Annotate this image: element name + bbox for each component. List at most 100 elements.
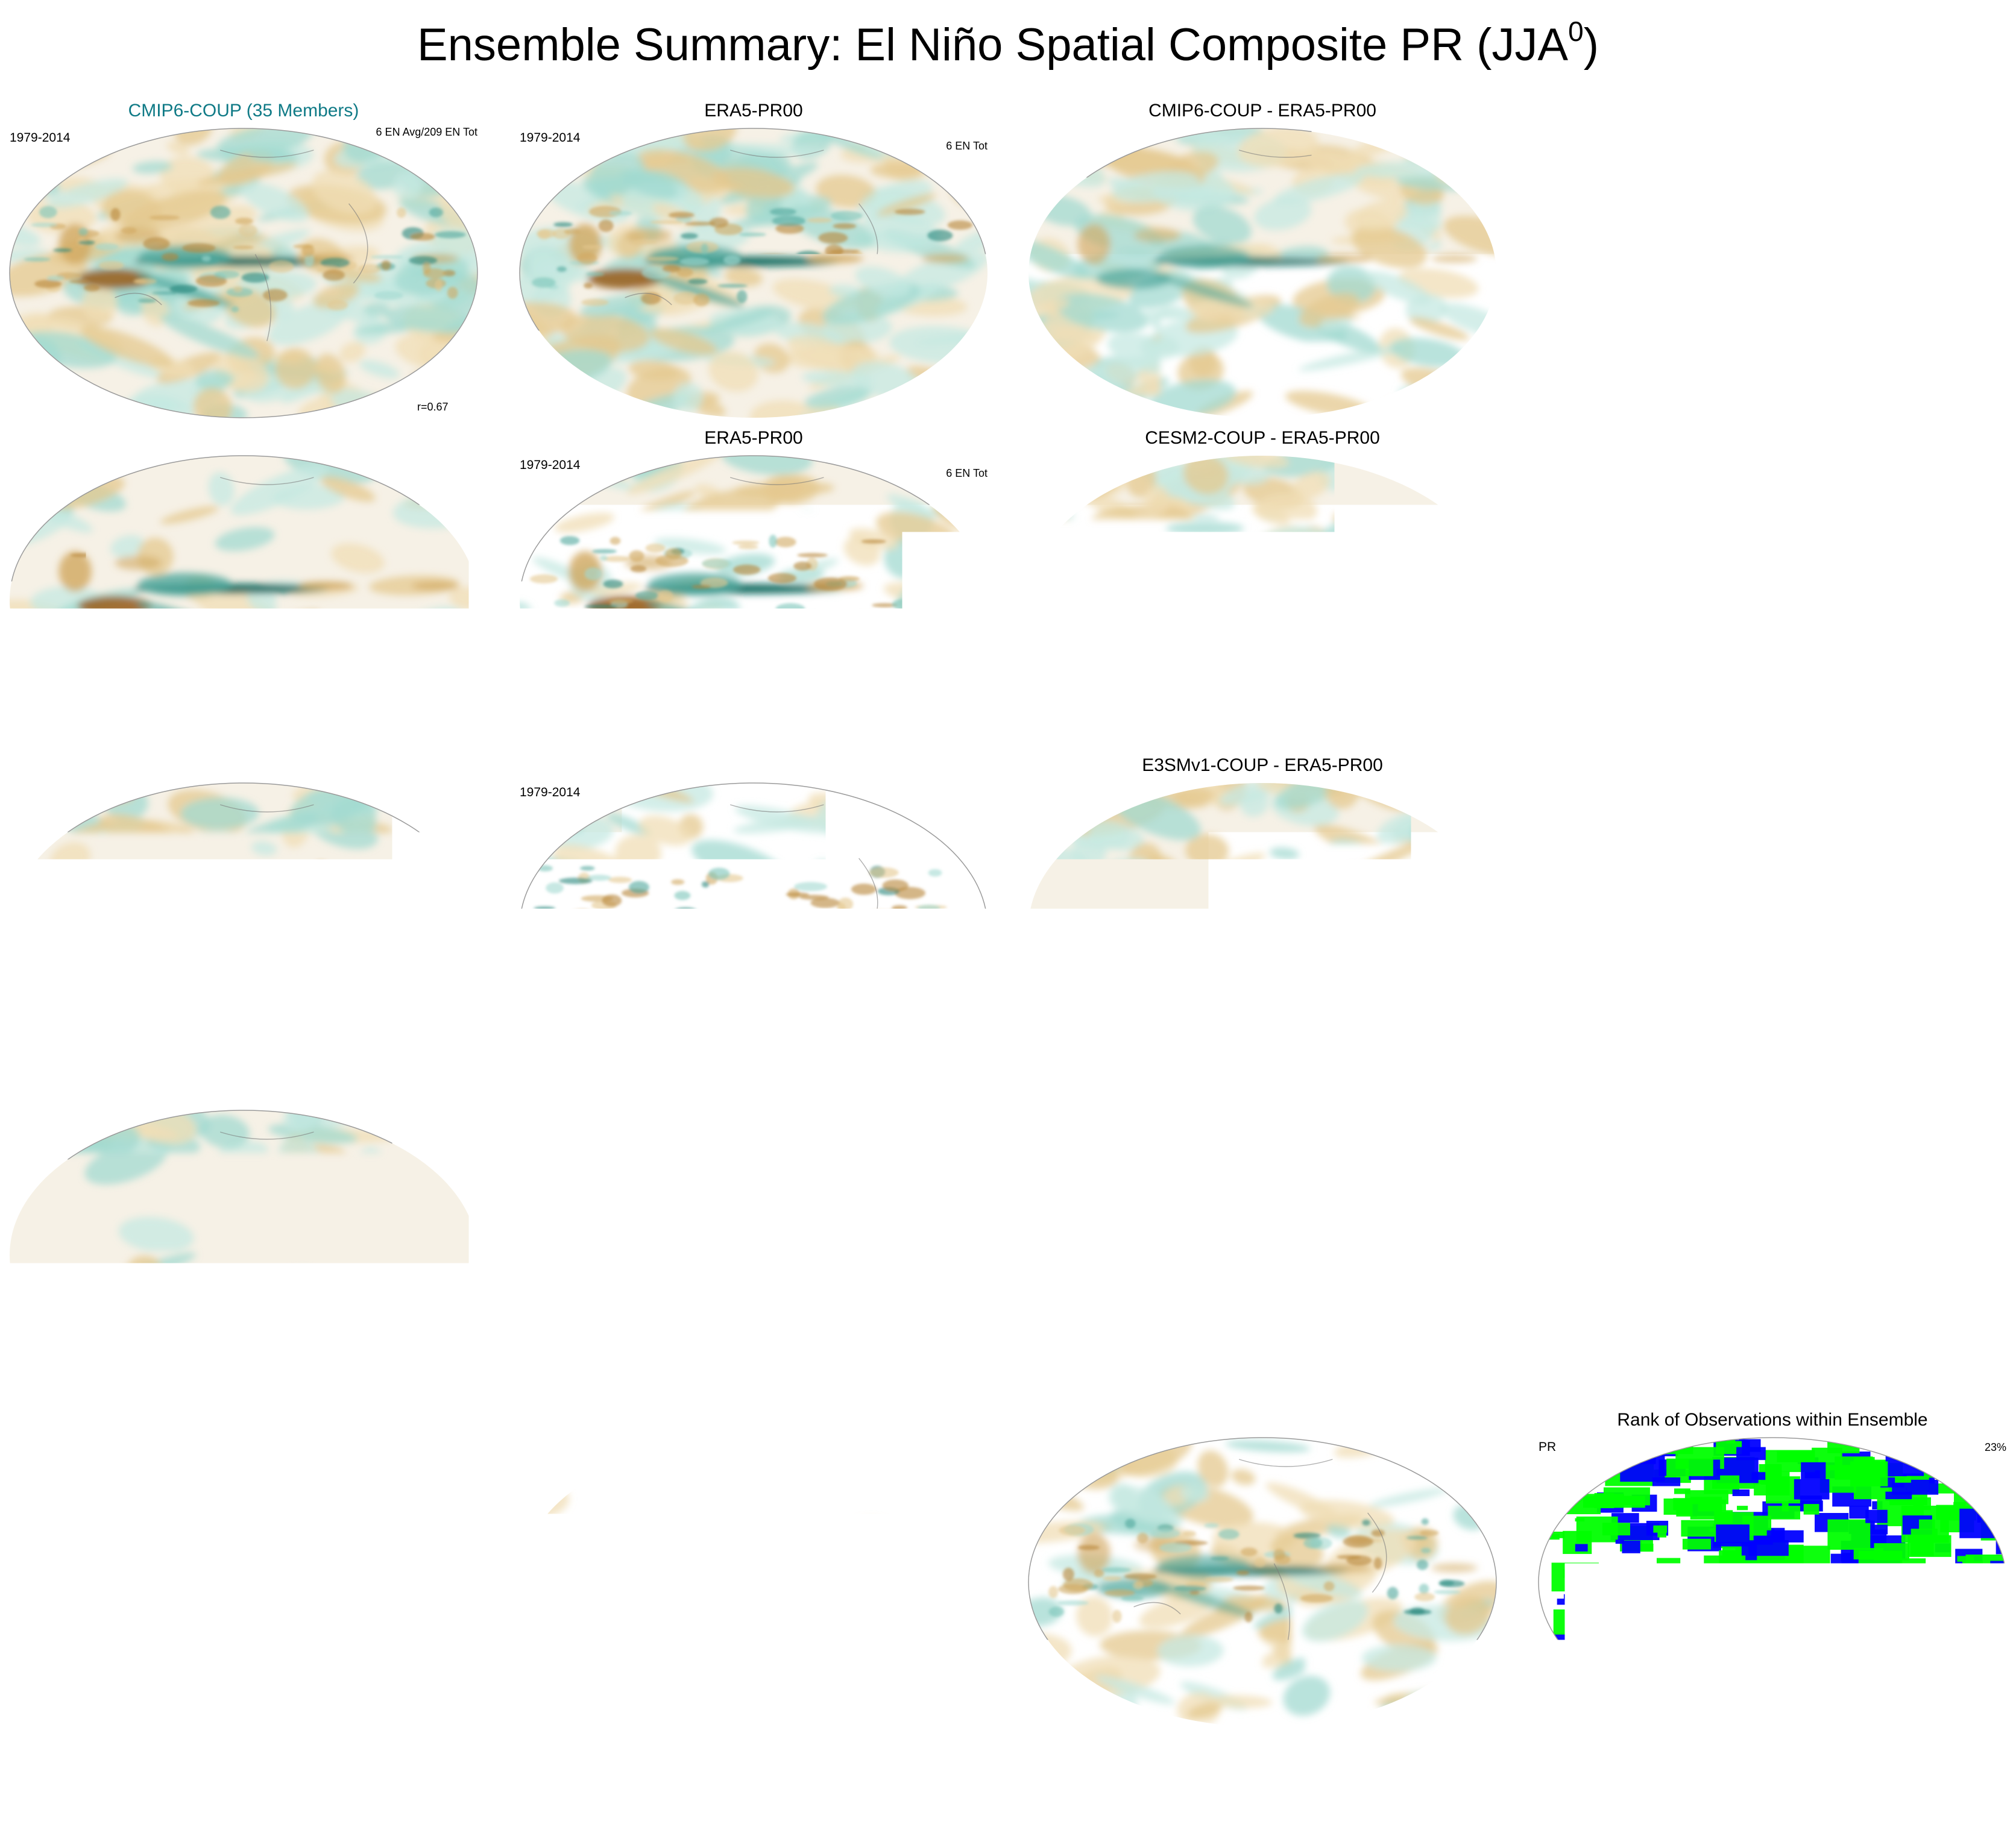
- colorbar-swatch: [662, 1734, 686, 1752]
- correlation-label: r=0.71: [417, 728, 449, 740]
- rank-title: Rank of Observations within Ensemble: [1617, 755, 1927, 775]
- rank-variable-label: PR: [1539, 458, 1556, 472]
- colorbar-tick-label: 95: [1933, 1760, 1951, 1778]
- colorbar-swatch: [270, 1734, 294, 1752]
- obs-title: ERA5-PR00: [704, 101, 802, 121]
- colorbar-unit-label: C: [1259, 1779, 1272, 1799]
- colorbar-tick-label: -.25: [719, 1760, 748, 1778]
- anomaly-colorbar: -4 -2 -.75 -.25 0 .25 .75 2 4 C: [34, 1734, 460, 1799]
- rank-colorbar: 0 5 10 20 80 90 95 100%: [1560, 1734, 1999, 1799]
- colorbar-swatch: [175, 1734, 200, 1752]
- rank-percent-label: 76%: [1985, 132, 2006, 144]
- colorbar-tick-label: 4: [1450, 1760, 1459, 1778]
- colorbar-swatch: [1560, 1734, 1602, 1752]
- difference-title: E3SMv2-COUP - ERA5-PR00: [1142, 1083, 1383, 1102]
- difference-map: [982, 105, 1541, 442]
- period-label: 1979-2014: [10, 131, 71, 145]
- period-label: 1979-2014: [520, 131, 581, 145]
- period-label: 1979-2014: [10, 1113, 71, 1127]
- observation-composite-panel: ERA5-PR00 1979-2014 6 EN Tot: [490, 1083, 1036, 1425]
- colorbar-swatch: [1100, 1734, 1124, 1752]
- difference-panel: E3SMv1-COUP - ERA5-PR00: [983, 755, 1519, 1088]
- colorbar-tick-label: -.75: [672, 1760, 700, 1778]
- correlation-label: r=0.63: [417, 1383, 449, 1395]
- difference-panel: CESM2-COUP - ERA5-PR00: [986, 428, 1544, 766]
- model-map: [0, 1077, 508, 1431]
- colorbar-tick-label: 0: [1598, 1760, 1607, 1778]
- colorbar-swatch: [1147, 1734, 1171, 1752]
- rank-map: [1539, 783, 2016, 1095]
- observation-composite-panel: ERA5-PR00 1979-2014 6 EN Tot: [477, 423, 1033, 769]
- colorbar-swatch: [1407, 1734, 1431, 1752]
- figure-title: Ensemble Summary: El Niño Spatial Compos…: [417, 16, 1599, 71]
- difference-title: E3SMv1-COUP - ERA5-PR00: [1142, 755, 1383, 775]
- colorbar-swatch: [1242, 1734, 1266, 1752]
- colorbar-tick-label: 20: [1721, 1760, 1739, 1778]
- colorbar-tick-label: .75: [330, 1760, 353, 1778]
- difference-panel: E3SMv2-AMIP - ERA5-PR00: [988, 1410, 1524, 1747]
- colorbar-tick-label: -.25: [1228, 1760, 1256, 1778]
- colorbar-swatch: [828, 1734, 852, 1752]
- colorbar-tick-label: 5: [1640, 1760, 1649, 1778]
- obs-count-label: 6 EN Tot: [946, 140, 988, 152]
- colorbar-tick-label: .75: [1349, 1760, 1372, 1778]
- panel-row-2: CESM2-COUP (11 Members) 1979-2014 6 EN Avg…: [0, 423, 2016, 769]
- rank-variable-label: PR: [1539, 1113, 1556, 1127]
- colorbar-swatch: [1289, 1734, 1313, 1752]
- difference-panel: E3SMv2-COUP - ERA5-PR00: [985, 1083, 1526, 1424]
- model-map: [0, 1414, 526, 1755]
- colorbar-swatch: [638, 1734, 663, 1752]
- rank-map: [1539, 128, 2016, 433]
- colorbar-swatch: [946, 1734, 970, 1752]
- correlation-label: r=0.63: [417, 1710, 449, 1722]
- colorbar-swatch: [247, 1734, 271, 1752]
- colorbar-unit-label: %: [1765, 1779, 1781, 1799]
- obs-title: ERA5-PR00: [704, 1410, 802, 1430]
- colorbar-swatch: [1053, 1734, 1077, 1752]
- colorbar-swatch: [341, 1734, 365, 1752]
- colorbar-tick-label: 2: [384, 1760, 393, 1778]
- obs-count-label: 6 EN Tot: [946, 1449, 988, 1461]
- colorbar-tick-label: 0: [254, 1760, 263, 1778]
- colorbar-swatch: [757, 1734, 781, 1752]
- colorbar-swatch: [34, 1734, 58, 1752]
- colorbar-tick-label: 100: [1971, 1760, 1999, 1778]
- panel-row-4: E3SMv2-COUP (5 Members) 1979-2014 5 EN Avg…: [0, 1077, 2016, 1438]
- difference-title: CMIP6-COUP - ERA5-PR00: [1148, 101, 1376, 121]
- colorbar-swatch: [804, 1734, 828, 1752]
- colorbar-swatch: [81, 1734, 105, 1752]
- colorbar-tick-label: 2: [894, 1760, 903, 1778]
- anomaly-colorbar: -4 -2 -.75 -.25 0 .25 .75 2 4 C: [1053, 1734, 1479, 1799]
- colorbar-swatch: [1687, 1734, 1730, 1752]
- panel-grid: CMIP6-COUP (35 Members)1979-2014 6 EN Avg…: [0, 101, 2016, 1759]
- colorbar-swatch: [223, 1734, 247, 1752]
- difference-title: CESM2-COUP - ERA5-PR00: [1145, 428, 1380, 448]
- colorbar-swatch: [412, 1734, 436, 1752]
- colorbar-swatch: [57, 1734, 81, 1752]
- colorbar-swatch: [1312, 1734, 1337, 1752]
- panel-row-1: CMIP6-COUP (35 Members)1979-2014 6 EN Avg…: [0, 101, 2016, 443]
- colorbar-tick-label: 4: [941, 1760, 950, 1778]
- colorbar-swatch: [875, 1734, 899, 1752]
- difference-map: [983, 766, 1519, 1088]
- model-composite-panel: CMIP6-COUP (35 Members)1979-2014 6 EN Avg…: [0, 101, 523, 439]
- colorbar-tick-label: .75: [840, 1760, 863, 1778]
- obs-title: ERA5-PR00: [704, 1083, 802, 1102]
- colorbar-swatch: [922, 1734, 947, 1752]
- colorbar-swatch: [365, 1734, 389, 1752]
- colorbar-swatch: [1942, 1734, 1985, 1752]
- colorbar-swatch: [1772, 1734, 1815, 1752]
- colorbar-swatch: [1360, 1734, 1384, 1752]
- model-composite-panel: E3SMv1-COUP (4 Members) 1979-2014 5 EN Avg…: [0, 753, 520, 1098]
- colorbar-tick-label: -2: [1140, 1760, 1154, 1778]
- colorbar-unit-label: C: [750, 1779, 763, 1799]
- colorbar-swatch: [318, 1734, 342, 1752]
- anomaly-colorbar: -4 -2 -.75 -.25 0 .25 .75 2 4 C: [544, 1734, 970, 1799]
- event-count-label: 6 EN Avg/18 EN Tot: [382, 1435, 477, 1447]
- colorbar-swatch: [615, 1734, 639, 1752]
- correlation-label: r=0.67: [417, 401, 449, 413]
- colorbar-swatch: [1384, 1734, 1408, 1752]
- colorbar-tick-label: 0: [764, 1760, 773, 1778]
- event-count-label: 5 EN Avg/20 EN Tot: [382, 781, 477, 793]
- difference-panel: CMIP6-COUP - ERA5-PR00: [982, 101, 1541, 442]
